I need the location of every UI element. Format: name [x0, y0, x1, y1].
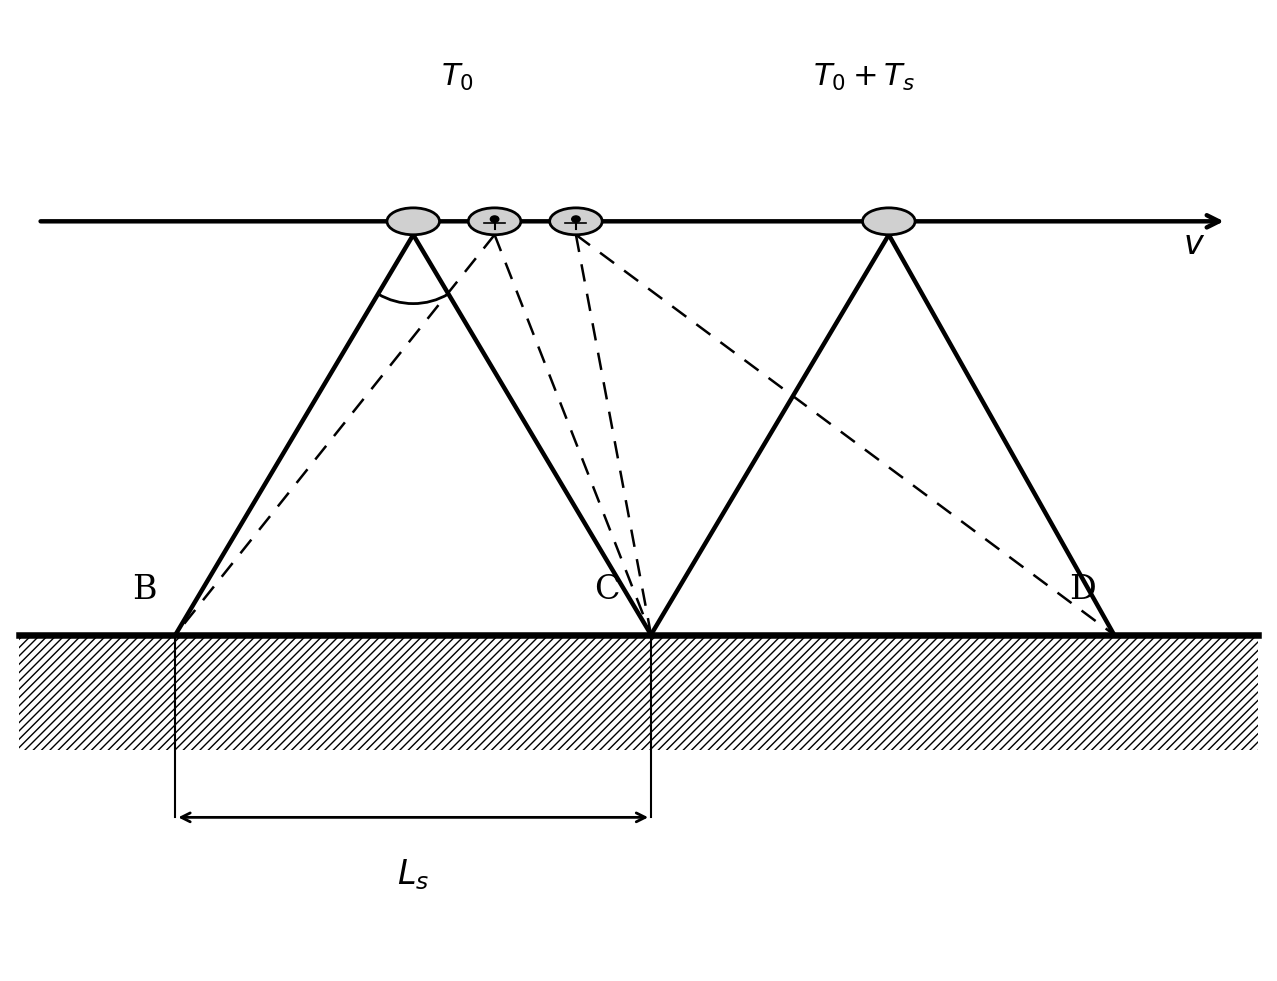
Circle shape — [490, 216, 499, 223]
Text: C: C — [595, 574, 619, 606]
Bar — [19, 635, 1258, 750]
Ellipse shape — [469, 208, 521, 234]
Ellipse shape — [549, 208, 603, 234]
Ellipse shape — [387, 208, 439, 234]
Text: $v$: $v$ — [1183, 230, 1205, 261]
Circle shape — [572, 216, 580, 223]
Text: $L_s$: $L_s$ — [397, 857, 429, 893]
Text: $T_0$: $T_0$ — [441, 62, 474, 92]
Text: $T_0 + T_s$: $T_0 + T_s$ — [813, 62, 914, 92]
Ellipse shape — [862, 208, 916, 234]
Text: B: B — [132, 574, 156, 606]
Text: D: D — [1069, 574, 1096, 606]
